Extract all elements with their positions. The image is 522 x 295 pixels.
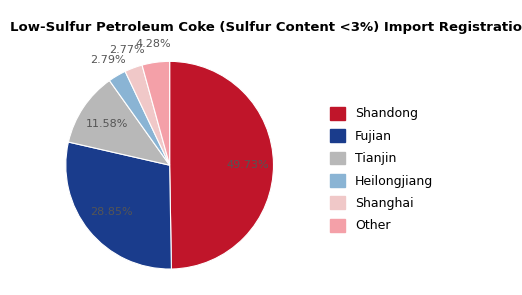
Text: 2.77%: 2.77% xyxy=(109,45,145,55)
Wedge shape xyxy=(66,142,171,269)
Wedge shape xyxy=(170,61,274,269)
Wedge shape xyxy=(142,61,170,165)
Text: 2.79%: 2.79% xyxy=(90,55,125,65)
Text: 11.58%: 11.58% xyxy=(86,119,128,129)
Text: Low-Sulfur Petroleum Coke (Sulfur Content <3%) Import Registration Location Shar: Low-Sulfur Petroleum Coke (Sulfur Conten… xyxy=(10,21,522,34)
Text: 49.73%: 49.73% xyxy=(226,160,269,170)
Text: 28.85%: 28.85% xyxy=(90,207,133,217)
Legend: Shandong, Fujian, Tianjin, Heilongjiang, Shanghai, Other: Shandong, Fujian, Tianjin, Heilongjiang,… xyxy=(330,107,433,232)
Text: 4.28%: 4.28% xyxy=(135,39,171,49)
Wedge shape xyxy=(125,65,170,165)
Wedge shape xyxy=(68,81,170,165)
Wedge shape xyxy=(110,71,170,165)
